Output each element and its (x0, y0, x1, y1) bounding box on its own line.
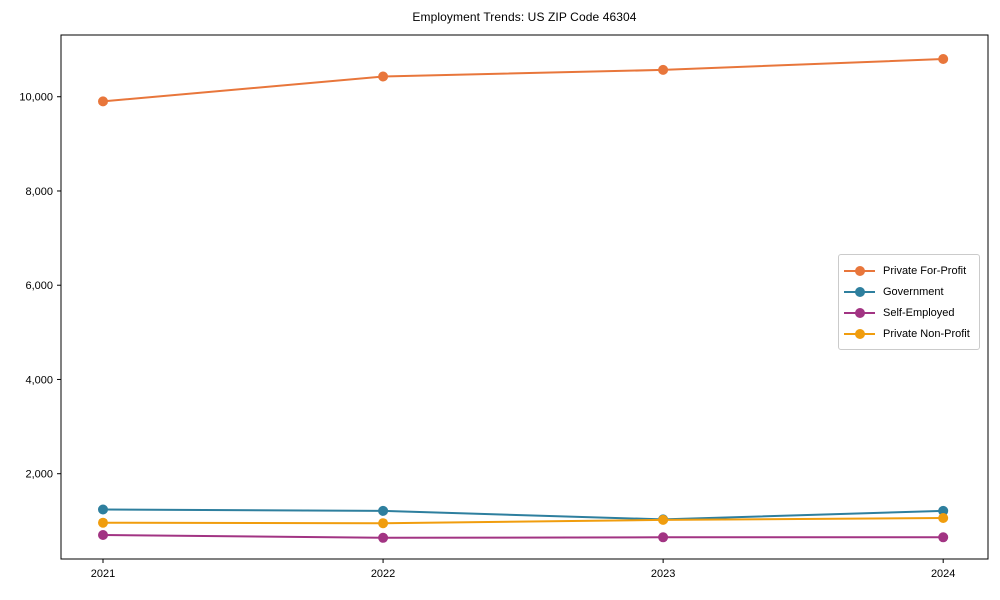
data-point-private-non-profit (938, 513, 949, 523)
data-point-self-employed (938, 532, 949, 543)
data-point-self-employed (658, 532, 669, 543)
legend-item-private-non-profit: Private Non-Profit (844, 323, 972, 344)
axes-frame (60, 34, 989, 560)
legend-item-private-for-profit: Private For-Profit (844, 260, 972, 281)
x-tick-label: 2021 (91, 568, 115, 580)
data-point-private-non-profit (658, 514, 669, 525)
data-point-private-for-profit (938, 54, 949, 64)
series-line-self-employed (102, 534, 944, 539)
legend-item-government: Government (844, 281, 972, 302)
data-point-private-for-profit (378, 71, 389, 82)
data-point-self-employed (98, 530, 108, 540)
series-line-private-for-profit (102, 58, 944, 103)
chart-title: Employment Trends: US ZIP Code 46304 (412, 10, 637, 24)
data-point-private-non-profit (98, 517, 108, 528)
x-tick-label: 2022 (371, 568, 395, 580)
x-tick-label: 2023 (651, 568, 675, 580)
data-point-private-for-profit (658, 64, 669, 75)
data-point-self-employed (378, 532, 389, 543)
legend-item-self-employed: Self-Employed (844, 302, 972, 323)
legend-label: Private For-Profit (883, 264, 967, 277)
data-point-private-non-profit (378, 518, 389, 529)
legend-label: Private Non-Profit (883, 327, 970, 340)
y-tick-label: 2,000 (25, 469, 53, 481)
series-line-government (102, 508, 944, 521)
y-tick-label: 4,000 (25, 374, 53, 386)
legend-label: Self-Employed (883, 306, 955, 319)
x-tick-label: 2024 (931, 568, 955, 580)
y-tick-label: 8,000 (25, 186, 53, 198)
data-point-private-for-profit (98, 96, 108, 107)
data-point-government (98, 504, 108, 515)
series-line-private-non-profit (102, 517, 944, 525)
legend-marker-icon (844, 307, 875, 319)
legend-marker-icon (844, 328, 875, 340)
data-point-government (938, 505, 949, 516)
legend-box: Private For-Profit Government Self-Employe… (838, 254, 980, 350)
y-tick-label: 10,000 (19, 92, 53, 104)
legend-marker-icon (844, 265, 875, 277)
y-tick-label: 6,000 (25, 280, 53, 292)
legend-marker-icon (844, 286, 875, 298)
data-point-government (378, 505, 389, 516)
legend-label: Government (883, 285, 944, 298)
